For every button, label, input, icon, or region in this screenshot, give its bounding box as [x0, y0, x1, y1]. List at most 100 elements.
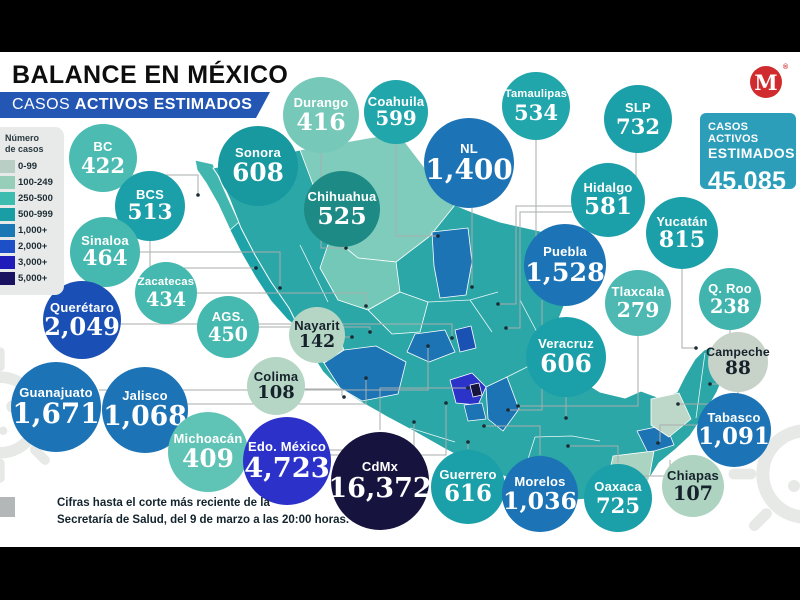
state-value: 434 — [145, 287, 187, 311]
footnote: Cifras hasta el corte más reciente de la… — [57, 495, 349, 530]
legend-label: 5,000+ — [18, 273, 48, 285]
state-value: 142 — [298, 331, 336, 352]
total-cases-value: 45,085 — [708, 167, 787, 195]
legend-label: 0-99 — [18, 161, 38, 173]
legend-item-3-000: 3,000+ — [0, 255, 64, 271]
state-label: Oaxaca — [594, 479, 642, 495]
state-value: 464 — [82, 246, 128, 272]
state-bubble-hidalgo: Hidalgo 581 — [571, 163, 645, 237]
state-label: Tlaxcala — [611, 284, 665, 300]
state-value: 1,671 — [12, 397, 100, 431]
state-bubble-chihuahua: Chihuahua 525 — [304, 171, 380, 247]
state-label: Guanajuato — [19, 384, 93, 400]
state-value: 4,723 — [244, 451, 330, 484]
page-title: BALANCE EN MÉXICO — [12, 61, 288, 90]
state-bubble-q-roo: Q. Roo 238 — [699, 268, 761, 330]
legend-swatch — [0, 208, 15, 222]
state-bubble-guanajuato: Guanajuato 1,671 — [11, 362, 101, 452]
state-bubble-nl: NL 1,400 — [424, 118, 514, 208]
state-value: 815 — [658, 227, 706, 254]
state-label: Q. Roo — [708, 281, 752, 297]
state-label: Zacatecas — [137, 275, 195, 288]
state-bubble-slp: SLP 732 — [604, 85, 672, 153]
state-value: 1,091 — [698, 422, 770, 450]
state-value: 725 — [595, 492, 641, 518]
state-label: Chihuahua — [307, 188, 377, 204]
state-bubble-edo-mexico: Edo. México 4,723 — [243, 417, 331, 505]
legend-label: 250-500 — [18, 193, 53, 205]
legend-label: 2,000+ — [18, 241, 48, 253]
legend-items: 0-99 100-249 250-500 500-999 1,000+ 2,000+ 3,0… — [0, 159, 64, 287]
banner-bold-text: ACTIVOS ESTIMADOS — [74, 96, 253, 113]
footnote-marker — [0, 497, 15, 517]
legend-panel: Número de casos 0-99 100-249 250-500 500-99… — [0, 127, 64, 295]
state-value: 16,372 — [328, 472, 432, 504]
state-bubble-michoacan: Michoacán 409 — [168, 412, 248, 492]
state-bubble-sinaloa: Sinaloa 464 — [70, 217, 140, 287]
milenio-m-icon: M — [754, 69, 778, 95]
legend-swatch — [0, 256, 15, 270]
state-value: 422 — [80, 152, 126, 178]
state-label: BCS — [135, 186, 165, 202]
state-value: 108 — [257, 382, 295, 404]
state-label: Jalisco — [122, 388, 168, 404]
state-value: 1,036 — [503, 486, 577, 515]
state-bubble-puebla: Puebla 1,528 — [524, 224, 606, 306]
state-label: Nayarit — [294, 317, 340, 333]
footnote-line-2: Secretaría de Salud, del 9 de marzo a la… — [57, 514, 350, 527]
banner-normal-text: CASOS — [12, 96, 75, 113]
state-label: CdMx — [361, 459, 399, 475]
state-bubble-sonora: Sonora 608 — [218, 126, 298, 206]
state-label: Hidalgo — [583, 180, 633, 196]
legend-swatch — [0, 176, 15, 190]
state-value: 525 — [317, 201, 367, 230]
state-label: SLP — [625, 100, 651, 116]
state-bubble-yucatan: Yucatán 815 — [646, 197, 718, 269]
legend-item-0-99: 0-99 — [0, 159, 64, 175]
state-label: Puebla — [543, 243, 587, 259]
state-value: 534 — [513, 99, 559, 125]
state-bubble-morelos: Morelos 1,036 — [502, 456, 578, 532]
legend-title: Número de casos — [5, 133, 44, 154]
legend-swatch — [0, 160, 15, 174]
footnote-line-1: Cifras hasta el corte más reciente de la — [57, 497, 270, 509]
legend-swatch — [0, 272, 15, 286]
state-value: 409 — [182, 443, 234, 473]
state-value: 581 — [584, 192, 632, 220]
state-value: 1,068 — [103, 400, 187, 432]
state-value: 513 — [127, 200, 173, 226]
milenio-logo: M — [750, 66, 782, 98]
legend-label: 3,000+ — [18, 257, 48, 269]
state-bubble-ags: AGS. 450 — [197, 296, 259, 358]
state-bubble-tamaulipas: Tamaulipas 534 — [502, 72, 570, 140]
state-value: 1,400 — [425, 153, 513, 187]
state-value: 416 — [296, 107, 346, 136]
state-value: 1,528 — [525, 256, 605, 287]
state-label: Tabasco — [707, 410, 761, 426]
legend-label: 1,000+ — [18, 225, 48, 237]
state-bubble-tlaxcala: Tlaxcala 279 — [605, 270, 671, 336]
state-label: Durango — [293, 94, 349, 110]
state-label: Campeche — [706, 344, 770, 359]
state-label: Michoacán — [173, 431, 243, 447]
total-cases-label-1: CASOS ACTIVOS — [708, 121, 759, 145]
state-value: 2,049 — [44, 312, 120, 342]
state-value: 279 — [616, 298, 660, 323]
state-label: Guerrero — [439, 467, 497, 483]
state-value: 599 — [375, 106, 417, 131]
state-bubble-veracruz: Veracruz 606 — [526, 317, 606, 397]
state-bubble-durango: Durango 416 — [283, 77, 359, 153]
legend-swatch — [0, 192, 15, 206]
state-label: Morelos — [514, 473, 566, 489]
total-cases-box: CASOS ACTIVOS ESTIMADOS 45,085 — [700, 113, 796, 195]
state-label: Tamaulipas — [504, 88, 568, 101]
state-label: Veracruz — [538, 336, 594, 352]
legend-swatch — [0, 224, 15, 238]
legend-swatch — [0, 240, 15, 254]
legend-item-100-249: 100-249 — [0, 175, 64, 191]
state-bubble-guerrero: Guerrero 616 — [431, 450, 505, 524]
state-value: 107 — [672, 481, 714, 505]
legend-item-5-000: 5,000+ — [0, 271, 64, 287]
state-label: Sonora — [235, 145, 281, 161]
